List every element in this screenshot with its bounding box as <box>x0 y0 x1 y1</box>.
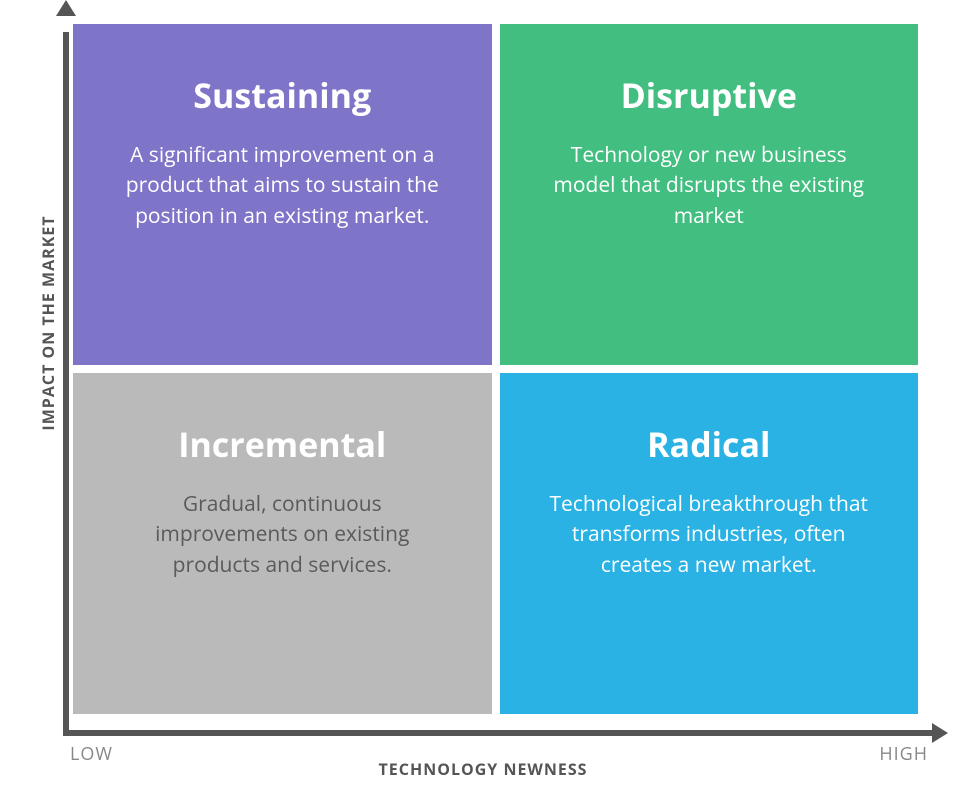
x-axis-high-label: HIGH <box>879 742 928 766</box>
quadrant-description: Gradual, continuous improvements on exis… <box>112 489 452 580</box>
quadrant-radical: Radical Technological breakthrough that … <box>500 373 919 714</box>
quadrant-grid: Sustaining A significant improvement on … <box>73 24 918 714</box>
x-axis-line <box>63 730 932 736</box>
y-axis-line <box>63 32 69 736</box>
quadrant-title: Sustaining <box>193 72 371 118</box>
innovation-matrix: IMPACT ON THE MARKET TECHNOLOGY NEWNESS … <box>28 12 938 782</box>
quadrant-description: A significant improvement on a product t… <box>112 140 452 231</box>
quadrant-incremental: Incremental Gradual, continuous improvem… <box>73 373 492 714</box>
quadrant-disruptive: Disruptive Technology or new business mo… <box>500 24 919 365</box>
y-axis-label: IMPACT ON THE MARKET <box>37 173 59 473</box>
quadrant-title: Incremental <box>178 421 386 467</box>
quadrant-title: Disruptive <box>621 72 797 118</box>
quadrant-description: Technology or new business model that di… <box>539 140 879 231</box>
x-axis-arrow-icon <box>932 723 948 743</box>
y-axis-arrow-icon <box>56 0 76 16</box>
quadrant-title: Radical <box>647 421 770 467</box>
x-axis-label: TECHNOLOGY NEWNESS <box>28 758 938 780</box>
quadrant-sustaining: Sustaining A significant improvement on … <box>73 24 492 365</box>
quadrant-description: Technological breakthrough that transfor… <box>539 489 879 580</box>
x-axis-low-label: LOW <box>70 742 113 766</box>
